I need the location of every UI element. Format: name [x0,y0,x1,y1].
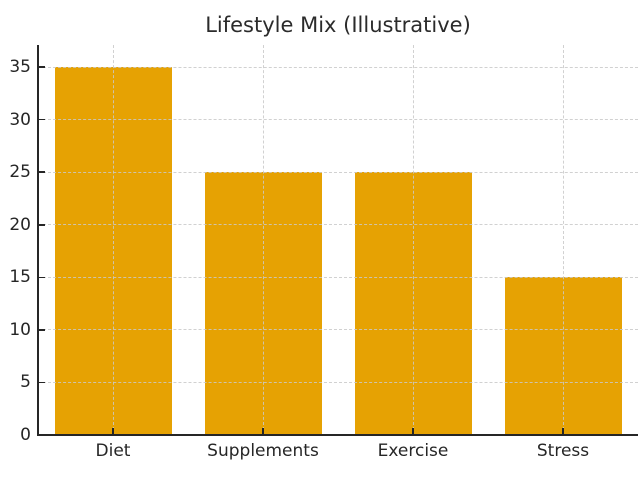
plot-area [37,45,638,436]
x-axis-spine [37,434,638,436]
x-tick-label-exercise: Exercise [377,441,449,461]
y-tick-mark-25 [38,171,45,173]
h-gridline-35 [38,66,638,68]
y-tick-mark-35 [38,66,45,68]
y-tick-label-10: 10 [9,319,31,340]
x-tick-label-diet: Diet [95,441,131,461]
y-tick-mark-20 [38,223,45,226]
y-tick-mark-15 [38,276,45,279]
y-tick-label-30: 30 [9,109,31,130]
chart-title: Lifestyle Mix (Illustrative) [205,13,471,37]
v-gridline-supplements [262,45,264,435]
y-tick-mark-30 [38,118,45,121]
x-tick-mark-diet [112,428,114,435]
y-tick-label-15: 15 [9,267,31,288]
y-tick-label-35: 35 [9,57,31,78]
y-tick-mark-10 [38,329,45,331]
y-tick-mark-0 [38,434,45,436]
h-gridline-30 [38,119,638,121]
v-gridline-diet [112,45,114,435]
y-tick-label-20: 20 [9,214,31,235]
y-tick-label-5: 5 [20,372,31,393]
x-tick-label-stress: Stress [536,441,590,461]
y-axis-spine [37,45,39,435]
y-tick-label-25: 25 [9,162,31,183]
x-tick-mark-stress [562,428,564,435]
v-gridline-exercise [412,45,414,435]
h-gridline-10 [38,329,638,331]
h-gridline-20 [38,224,638,226]
h-gridline-25 [38,171,638,173]
x-tick-mark-exercise [412,428,414,435]
y-tick-label-0: 0 [20,425,31,445]
h-gridline-15 [38,276,638,278]
x-tick-mark-supplements [262,428,264,435]
x-tick-label-supplements: Supplements [207,441,319,461]
h-gridline-5 [38,381,638,383]
y-tick-mark-5 [38,381,45,384]
v-gridline-stress [562,45,564,435]
